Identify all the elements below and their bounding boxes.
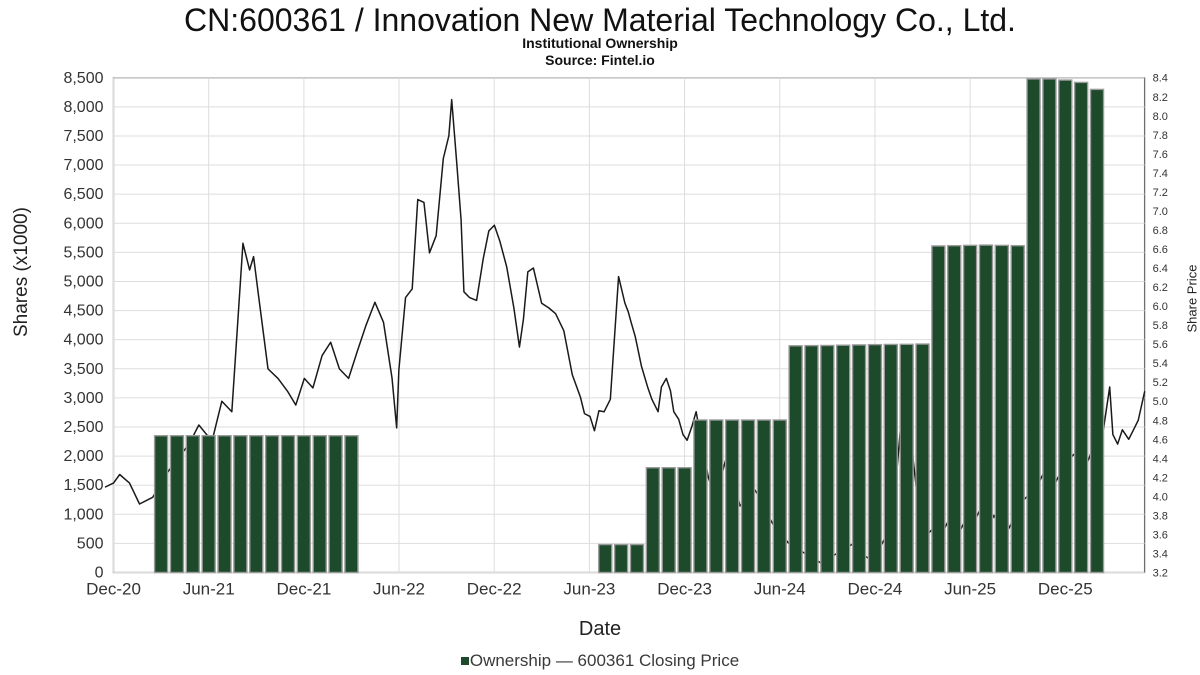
svg-text:Jun-24: Jun-24 — [754, 580, 806, 599]
svg-text:4.0: 4.0 — [1153, 491, 1168, 503]
svg-text:6.4: 6.4 — [1153, 263, 1168, 275]
svg-text:5.0: 5.0 — [1153, 396, 1168, 408]
svg-text:7.6: 7.6 — [1153, 149, 1168, 161]
svg-text:Dec-25: Dec-25 — [1038, 580, 1093, 599]
svg-text:Dec-20: Dec-20 — [86, 580, 141, 599]
svg-text:8,000: 8,000 — [63, 99, 103, 116]
svg-text:8,500: 8,500 — [63, 70, 103, 87]
svg-text:Jun-25: Jun-25 — [944, 580, 996, 599]
svg-text:Dec-24: Dec-24 — [847, 580, 902, 599]
svg-text:4,000: 4,000 — [63, 332, 103, 349]
svg-text:8.2: 8.2 — [1153, 92, 1168, 104]
svg-text:Dec-21: Dec-21 — [276, 580, 331, 599]
svg-text:2,500: 2,500 — [63, 419, 103, 436]
svg-text:Dec-22: Dec-22 — [467, 580, 522, 599]
svg-text:8.4: 8.4 — [1153, 73, 1168, 85]
svg-text:6.0: 6.0 — [1153, 301, 1168, 313]
svg-text:5.4: 5.4 — [1153, 358, 1168, 370]
svg-text:5,500: 5,500 — [63, 244, 103, 261]
svg-text:6,500: 6,500 — [63, 186, 103, 203]
svg-text:3,500: 3,500 — [63, 361, 103, 378]
svg-text:3.2: 3.2 — [1153, 568, 1168, 580]
svg-text:5.8: 5.8 — [1153, 320, 1168, 332]
svg-text:6.2: 6.2 — [1153, 282, 1168, 294]
svg-text:4,500: 4,500 — [63, 303, 103, 320]
svg-text:1,000: 1,000 — [63, 506, 103, 523]
svg-text:4.2: 4.2 — [1153, 472, 1168, 484]
svg-text:6.6: 6.6 — [1153, 244, 1168, 256]
svg-text:3.4: 3.4 — [1153, 549, 1168, 561]
svg-text:5.6: 5.6 — [1153, 339, 1168, 351]
svg-text:500: 500 — [77, 535, 104, 552]
svg-text:3,000: 3,000 — [63, 390, 103, 407]
svg-text:3.8: 3.8 — [1153, 510, 1168, 522]
svg-text:7,500: 7,500 — [63, 128, 103, 145]
svg-text:7.4: 7.4 — [1153, 168, 1168, 180]
svg-text:Dec-23: Dec-23 — [657, 580, 712, 599]
svg-text:Jun-22: Jun-22 — [373, 580, 425, 599]
svg-text:7.2: 7.2 — [1153, 187, 1168, 199]
svg-text:6.8: 6.8 — [1153, 225, 1168, 237]
svg-text:4.4: 4.4 — [1153, 453, 1168, 465]
svg-text:3.6: 3.6 — [1153, 529, 1168, 541]
svg-text:1,500: 1,500 — [63, 477, 103, 494]
svg-text:7,000: 7,000 — [63, 157, 103, 174]
svg-text:4.8: 4.8 — [1153, 415, 1168, 427]
svg-text:5,000: 5,000 — [63, 274, 103, 291]
svg-text:2,000: 2,000 — [63, 448, 103, 465]
svg-text:5.2: 5.2 — [1153, 377, 1168, 389]
svg-text:Jun-23: Jun-23 — [563, 580, 615, 599]
svg-text:7.8: 7.8 — [1153, 130, 1168, 142]
svg-text:8.0: 8.0 — [1153, 111, 1168, 123]
svg-text:6,000: 6,000 — [63, 215, 103, 232]
svg-text:4.6: 4.6 — [1153, 434, 1168, 446]
svg-text:7.0: 7.0 — [1153, 206, 1168, 218]
svg-text:Jun-21: Jun-21 — [183, 580, 235, 599]
